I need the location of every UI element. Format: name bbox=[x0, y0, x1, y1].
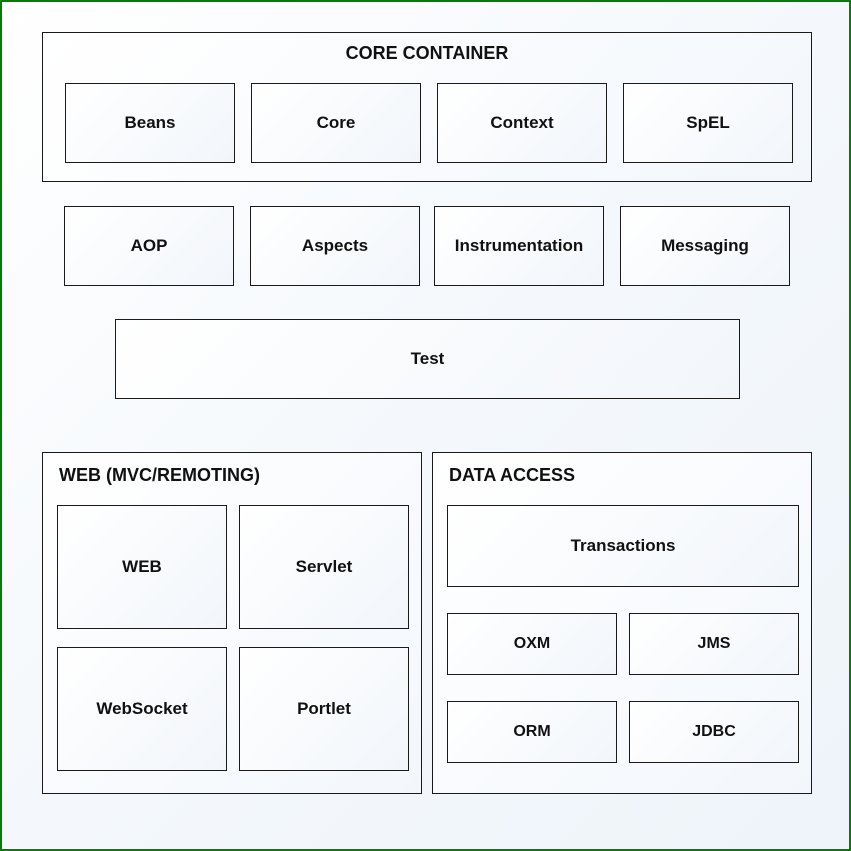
diagram-frame: CORE CONTAINER Beans Core Context SpEL A… bbox=[0, 0, 851, 851]
module-messaging: Messaging bbox=[620, 206, 790, 286]
module-jms: JMS bbox=[629, 613, 799, 675]
module-servlet: Servlet bbox=[239, 505, 409, 629]
module-context: Context bbox=[437, 83, 607, 163]
group-data-access-title: DATA ACCESS bbox=[449, 465, 575, 486]
group-web: WEB (MVC/REMOTING) WEB Servlet WebSocket… bbox=[42, 452, 422, 794]
module-websocket: WebSocket bbox=[57, 647, 227, 771]
group-core-container: CORE CONTAINER Beans Core Context SpEL bbox=[42, 32, 812, 182]
group-web-title: WEB (MVC/REMOTING) bbox=[59, 465, 260, 486]
module-oxm: OXM bbox=[447, 613, 617, 675]
module-jdbc: JDBC bbox=[629, 701, 799, 763]
module-aop: AOP bbox=[64, 206, 234, 286]
module-portlet: Portlet bbox=[239, 647, 409, 771]
group-data-access: DATA ACCESS Transactions OXM JMS ORM JDB… bbox=[432, 452, 812, 794]
module-test: Test bbox=[115, 319, 740, 399]
module-web: WEB bbox=[57, 505, 227, 629]
module-beans: Beans bbox=[65, 83, 235, 163]
module-core: Core bbox=[251, 83, 421, 163]
module-aspects: Aspects bbox=[250, 206, 420, 286]
module-transactions: Transactions bbox=[447, 505, 799, 587]
group-core-container-title: CORE CONTAINER bbox=[43, 43, 811, 64]
module-orm: ORM bbox=[447, 701, 617, 763]
module-instrumentation: Instrumentation bbox=[434, 206, 604, 286]
module-spel: SpEL bbox=[623, 83, 793, 163]
